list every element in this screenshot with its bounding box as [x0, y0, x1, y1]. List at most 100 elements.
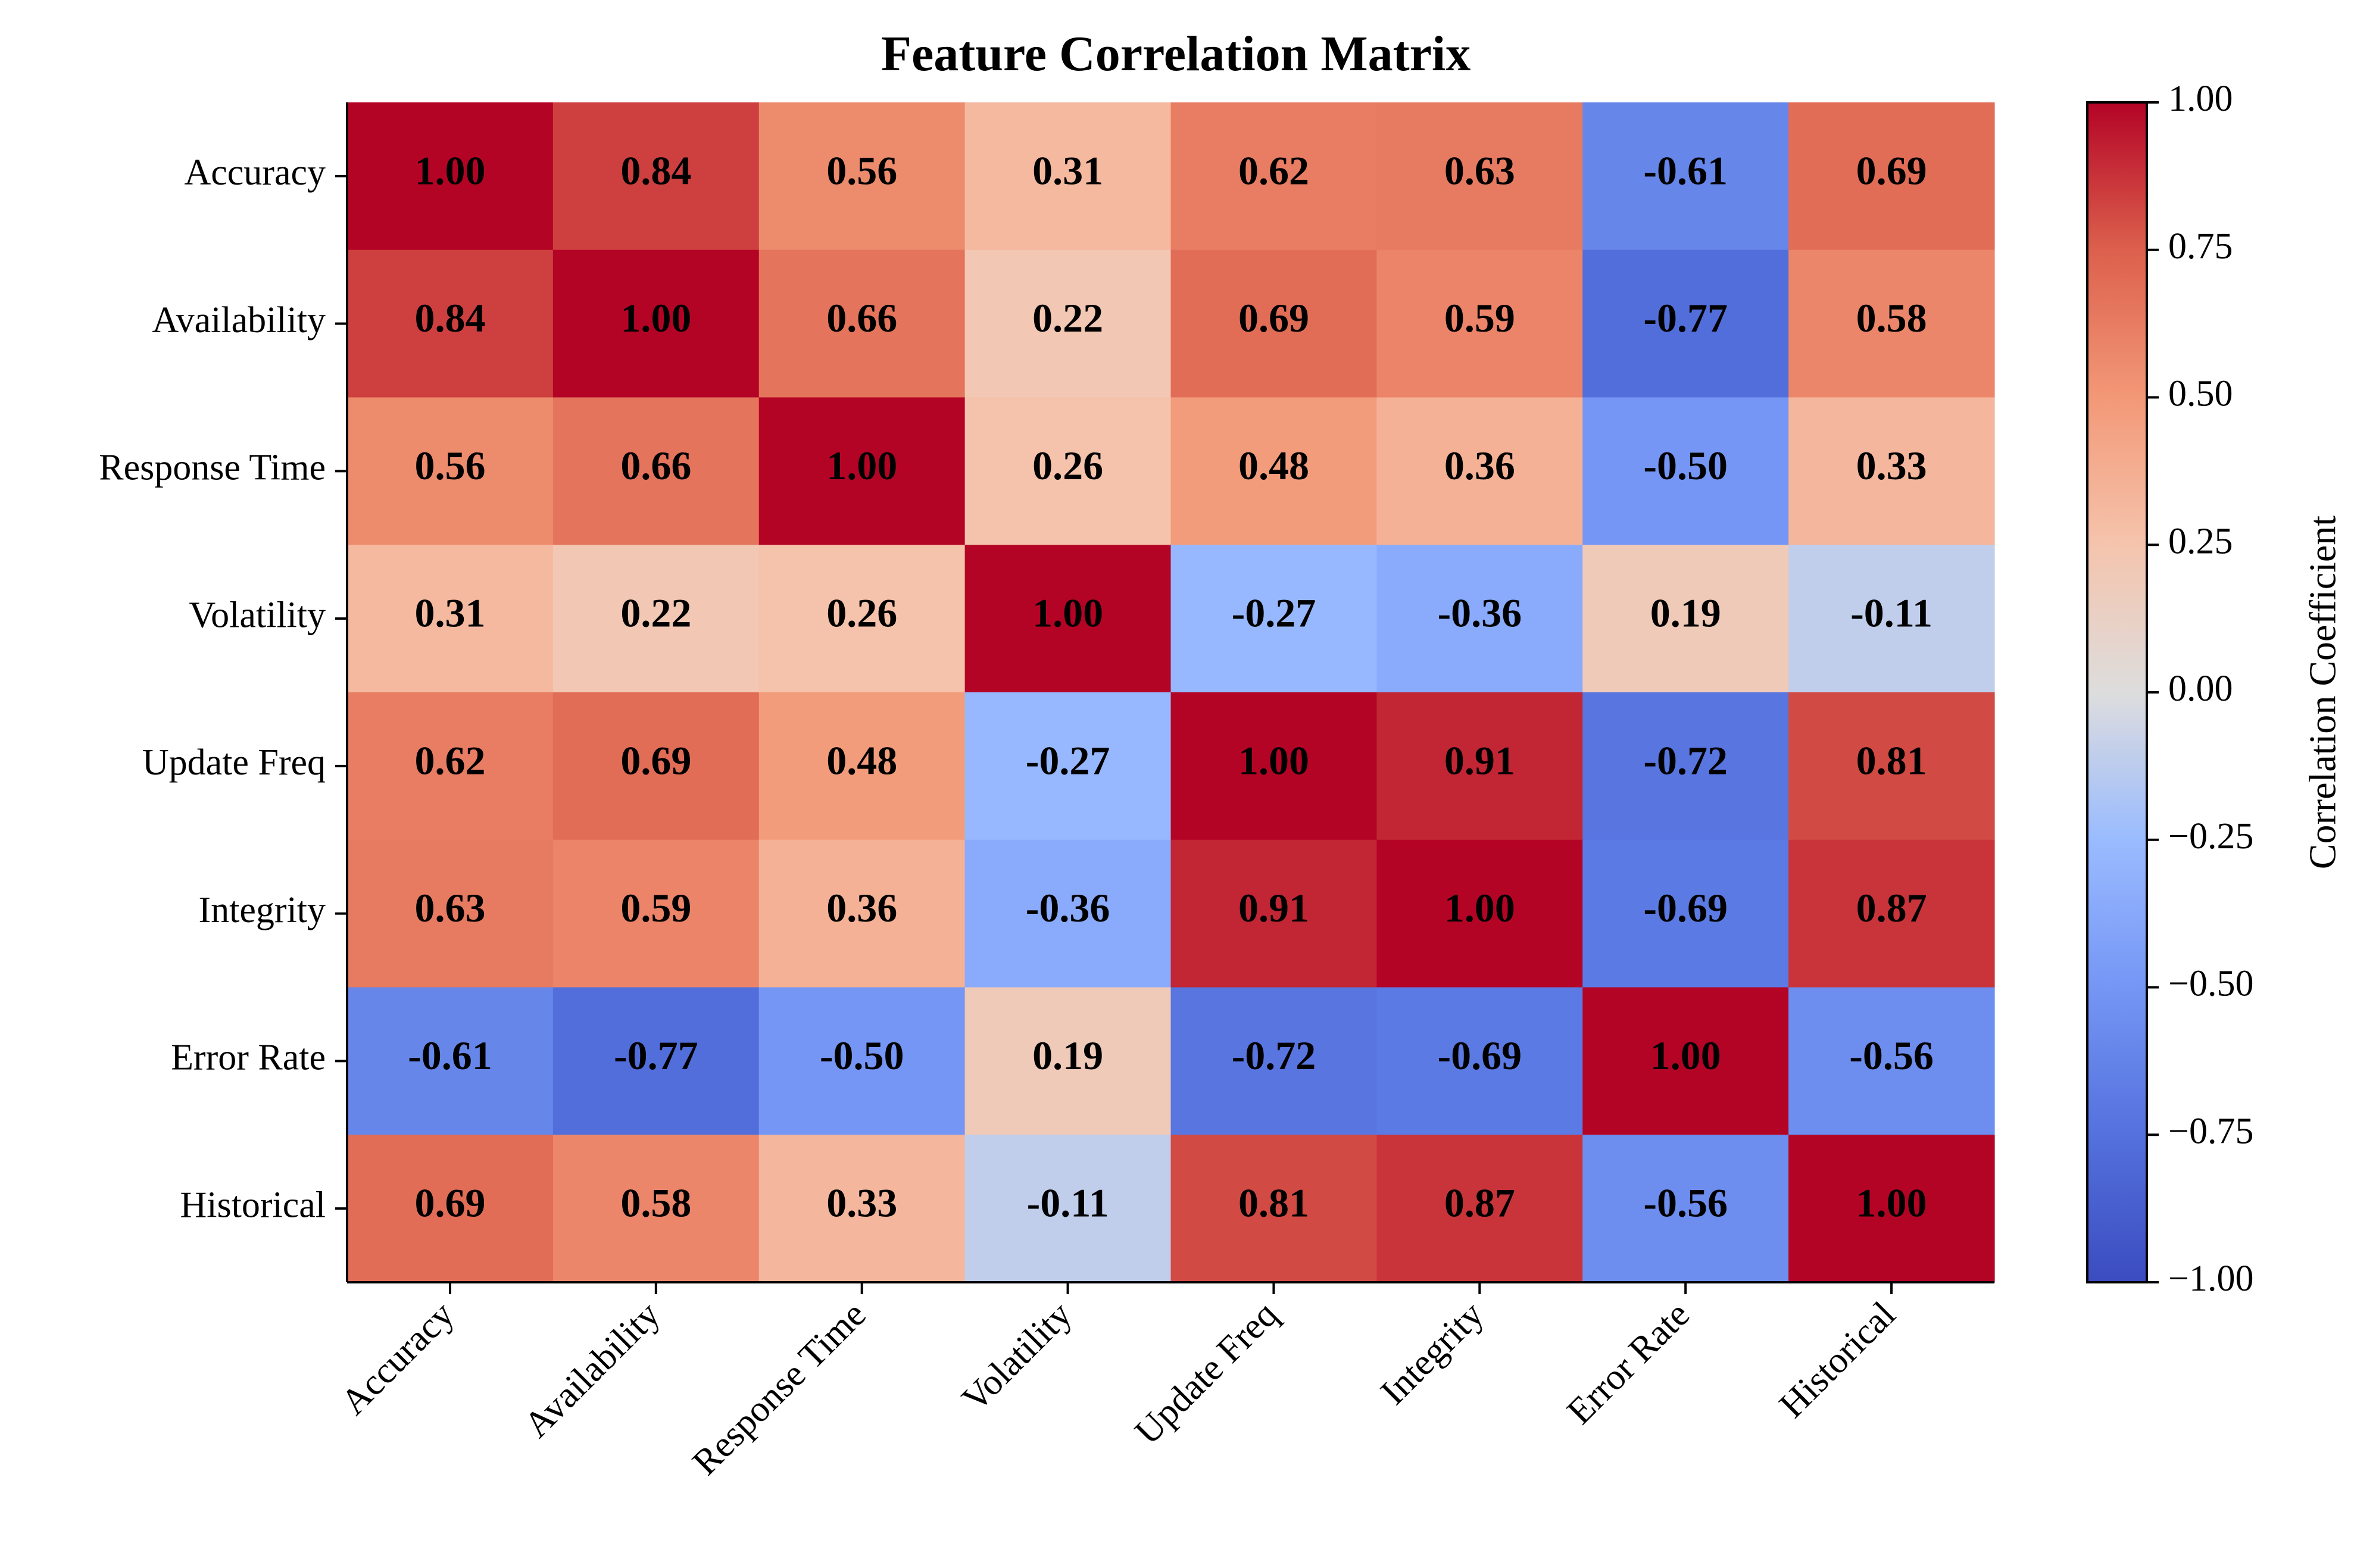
cell-value-label: 1.00: [1444, 885, 1515, 930]
heatmap-cell-labels: 1.00 0.84 0.56 0.31 0.62 0.63 -0.61 0.69 0.84 1.0…: [408, 148, 1934, 1225]
y-tick-label: Historical: [180, 1185, 326, 1225]
cell-value-label: -0.69: [1437, 1033, 1522, 1078]
colorbar: 1.00 0.75 0.50 0.25 0.00 −0.25 −0.50 −0.75 −1.00…: [2086, 79, 2344, 1299]
cell-value-label: 0.91: [1238, 885, 1309, 930]
cell-value-label: -0.27: [1026, 738, 1110, 783]
colorbar-tick-label: 1.00: [2168, 79, 2233, 119]
cell-value-label: -0.50: [1643, 443, 1728, 488]
heatmap-cell: [964, 839, 1172, 988]
colorbar-tick-label: −0.25: [2168, 816, 2253, 857]
x-tick-label: Integrity: [1373, 1294, 1491, 1413]
heatmap-cell: [347, 1135, 554, 1283]
heatmap-cell: [1582, 397, 1789, 545]
cell-value-label: 0.26: [826, 591, 897, 636]
heatmap-cell: [552, 102, 760, 251]
cell-value-label: 0.91: [1444, 738, 1515, 783]
cell-value-label: 0.63: [1444, 148, 1515, 193]
heatmap-cell: [347, 397, 554, 545]
cell-value-label: 0.33: [826, 1180, 897, 1226]
heatmap-cell: [964, 397, 1172, 545]
cell-value-label: 0.81: [1856, 738, 1927, 783]
heatmap-cell: [1788, 692, 1995, 841]
y-tick-label: Accuracy: [185, 152, 326, 193]
cell-value-label: 0.36: [826, 885, 897, 930]
heatmap-cell: [1582, 839, 1789, 988]
x-tick-label: Error Rate: [1559, 1294, 1697, 1432]
x-tick-label: Update Freq: [1127, 1294, 1285, 1453]
heatmap-cell: [1376, 102, 1583, 251]
heatmap-cell: [1170, 545, 1377, 693]
cell-value-label: 0.26: [1032, 443, 1103, 488]
heatmap-cell: [1376, 249, 1583, 398]
cell-value-label: 0.63: [414, 885, 485, 930]
cell-value-label: 1.00: [1238, 738, 1309, 783]
cell-value-label: 0.48: [1238, 443, 1309, 488]
cell-value-label: 0.62: [1238, 148, 1309, 193]
cell-value-label: -0.36: [1026, 885, 1110, 930]
x-tick-label: Accuracy: [333, 1294, 462, 1423]
heatmap-cell: [347, 692, 554, 841]
cell-value-label: 0.48: [826, 738, 897, 783]
heatmap-cell: [758, 692, 966, 841]
heatmap-cell: [347, 839, 554, 988]
cell-value-label: 0.36: [1444, 443, 1515, 488]
heatmap-cell: [347, 249, 554, 398]
colorbar-tick-label: 0.25: [2168, 521, 2233, 561]
cell-value-label: -0.36: [1437, 591, 1522, 636]
cell-value-label: 0.33: [1856, 443, 1927, 488]
cell-value-label: 1.00: [826, 443, 897, 488]
heatmap-cell: [964, 692, 1172, 841]
colorbar-gradient: [2086, 101, 2148, 1283]
cell-value-label: 0.56: [414, 443, 485, 488]
heatmap-cell: [1582, 545, 1789, 693]
cell-value-label: 0.31: [1032, 148, 1103, 193]
heatmap-cell: [1376, 839, 1583, 988]
colorbar-label: Correlation Coefficient: [2302, 516, 2344, 869]
heatmap-cell: [1376, 1135, 1583, 1283]
heatmap-cell: [1788, 397, 1995, 545]
cell-value-label: -0.72: [1232, 1033, 1316, 1078]
x-tick-label: Response Time: [685, 1294, 873, 1483]
heatmap-cell: [758, 397, 966, 545]
heatmap-cell: [1170, 692, 1377, 841]
cell-value-label: 0.84: [414, 295, 485, 341]
heatmap-cell: [1170, 249, 1377, 398]
chart-title: Feature Correlation Matrix: [881, 26, 1471, 82]
cell-value-label: 0.81: [1238, 1180, 1309, 1226]
colorbar-tick-label: 0.00: [2168, 669, 2233, 709]
heatmap-cell: [1376, 545, 1583, 693]
heatmap-cell: [552, 1135, 760, 1283]
cell-value-label: 1.00: [620, 295, 691, 341]
heatmap-cell: [964, 545, 1172, 693]
heatmap-cell: [1376, 397, 1583, 545]
cell-value-label: -0.77: [1643, 295, 1728, 341]
cell-value-label: 0.22: [1032, 295, 1103, 341]
cell-value-label: 1.00: [1032, 591, 1103, 636]
heatmap-cell: [1788, 987, 1995, 1135]
cell-value-label: 0.62: [414, 738, 485, 783]
cell-value-label: 0.22: [620, 591, 691, 636]
cell-value-label: 0.59: [620, 885, 691, 930]
y-tick-label: Volatility: [189, 595, 326, 635]
heatmap-cell: [552, 987, 760, 1135]
cell-value-label: -0.77: [614, 1033, 698, 1078]
y-tick-label: Update Freq: [142, 742, 326, 783]
heatmap-cell: [964, 987, 1172, 1135]
colorbar-tick-label: 0.75: [2168, 226, 2233, 267]
heatmap-cell: [1788, 102, 1995, 251]
heatmap-cell: [1788, 545, 1995, 693]
cell-value-label: 0.87: [1444, 1180, 1515, 1226]
cell-value-label: -0.61: [1643, 148, 1728, 193]
y-tick-label: Response Time: [99, 448, 326, 488]
heatmap-cell: [552, 249, 760, 398]
heatmap-cell: [552, 839, 760, 988]
cell-value-label: 0.84: [620, 148, 691, 193]
cell-value-label: 0.69: [414, 1180, 485, 1226]
heatmap-cell: [1582, 987, 1789, 1135]
heatmap-cell: [758, 987, 966, 1135]
heatmap-cell: [1582, 249, 1789, 398]
heatmap-cell: [1170, 839, 1377, 988]
heatmap-cell: [1376, 987, 1583, 1135]
cell-value-label: -0.11: [1850, 591, 1932, 636]
